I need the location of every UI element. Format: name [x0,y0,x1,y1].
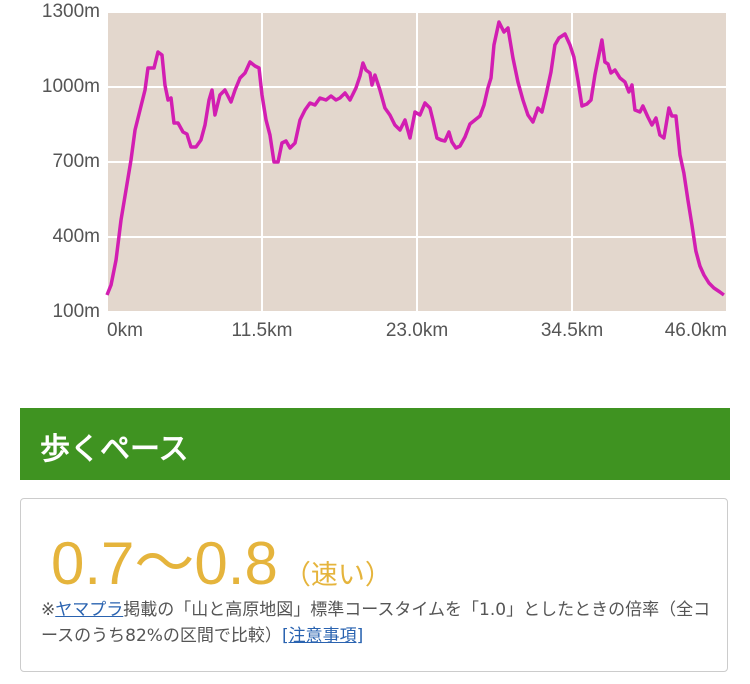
elevation-line [105,20,725,297]
note-text: 掲載の「山と高原地図」標準コースタイムを「1.0」としたときの倍率（全コースのう… [41,600,711,646]
x-tick-label: 34.5km [541,320,603,341]
pace-note: ※ヤマプラ掲載の「山と高原地図」標準コースタイムを「1.0」としたときの倍率（全… [41,597,711,649]
pace-box: 0.7～0.8 （速い） ※ヤマプラ掲載の「山と高原地図」標準コースタイムを「1.… [20,498,728,672]
y-tick-label: 1300m [42,1,100,22]
yamapla-link[interactable]: ヤマプラ [55,600,124,620]
x-tick-label: 11.5km [232,320,293,341]
elevation-chart: 100m 400m 700m 1000m 1300m 0km 11.5km 23.0km 34.… [42,1,728,341]
pace-value: 0.7～0.8 （速い） [51,515,392,602]
note-mark: ※ [41,600,56,620]
x-tick-label: 46.0km [665,320,727,341]
y-tick-label: 100m [52,301,100,322]
y-tick-label: 700m [52,151,100,172]
pace-speed: （速い） [283,560,392,591]
caution-link[interactable]: [注意事項] [281,626,364,646]
y-tick-label: 1000m [42,76,100,97]
section-title: 歩くペース [40,432,189,467]
y-tick-label: 400m [52,226,100,247]
pace-number: 0.7～0.8 [51,530,278,597]
x-tick-label: 0km [107,320,143,341]
section-header: 歩くペース [20,408,730,480]
x-tick-label: 23.0km [386,320,448,341]
